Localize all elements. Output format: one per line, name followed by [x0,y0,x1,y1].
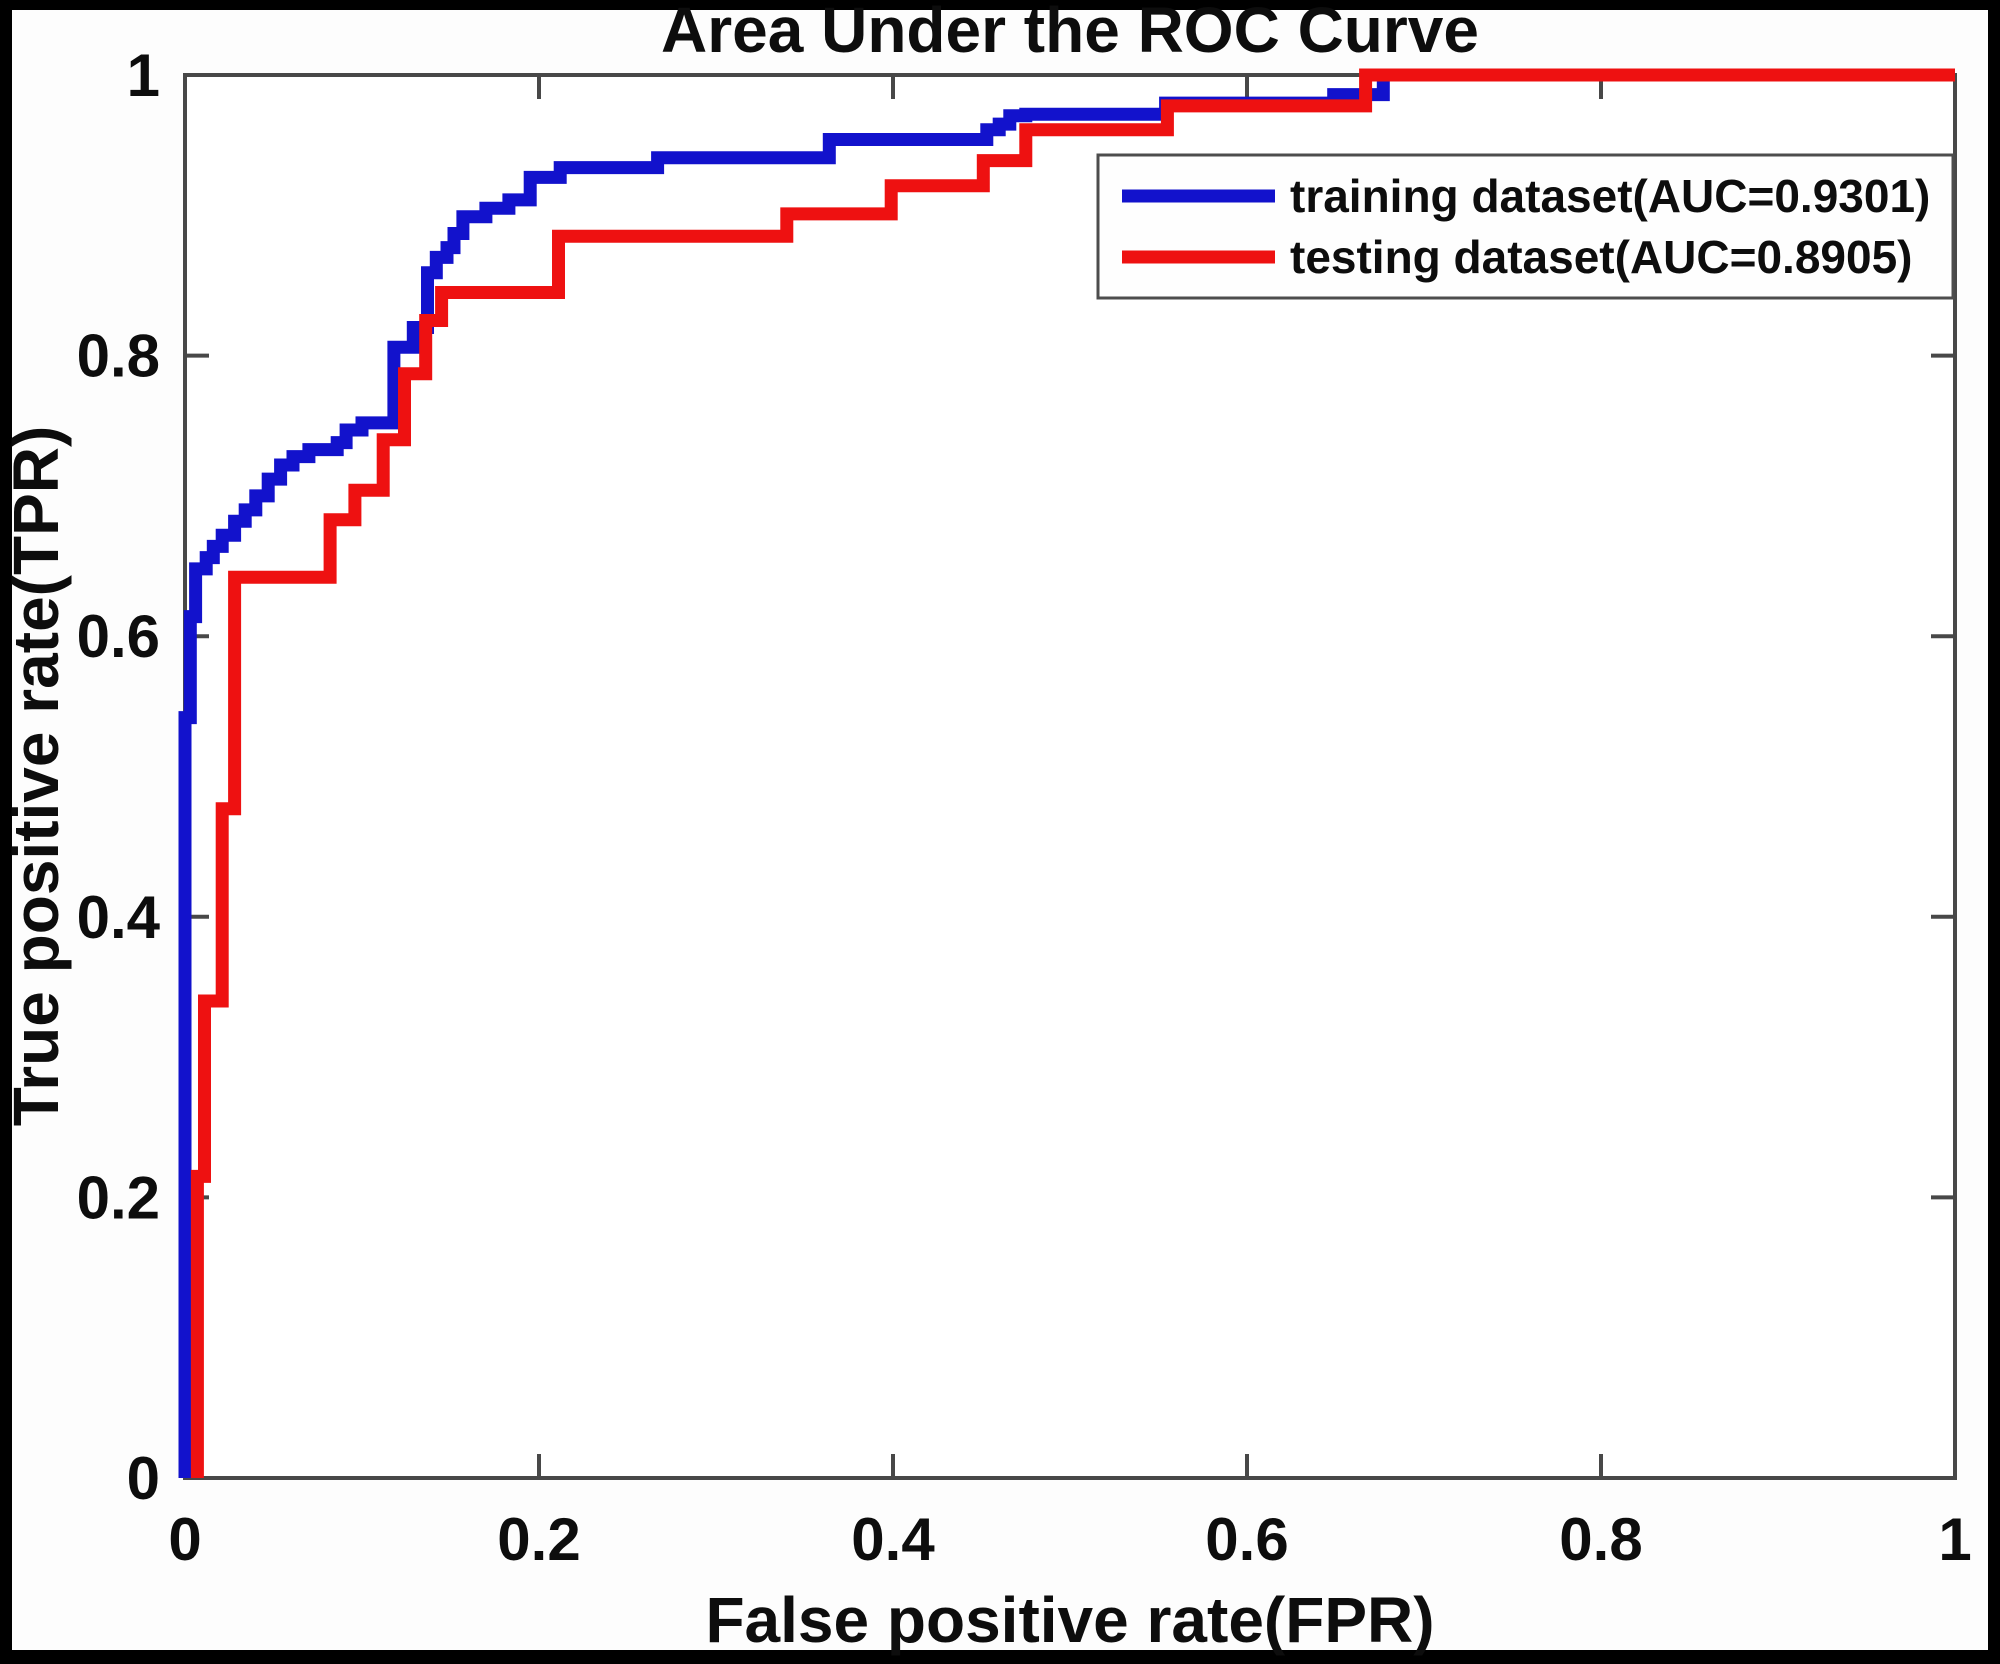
roc-curve-testing [190,68,1955,1478]
x-tick-label: 0.4 [851,1506,935,1573]
x-tick-label: 1 [1938,1506,1971,1573]
x-tick-label: 0.2 [497,1506,580,1573]
y-tick-label: 0.8 [77,323,160,390]
x-tick-label: 0.6 [1205,1506,1288,1573]
chart-title: Area Under the ROC Curve [661,0,1479,66]
roc-curves [178,68,1955,1478]
legend-label-testing: testing dataset(AUC=0.8905) [1290,231,1912,283]
legend-label-training: training dataset(AUC=0.9301) [1290,170,1930,222]
axis-tick-labels: 0 0.2 0.4 0.6 0.8 1 0 0.2 0.4 0.6 0.8 1 [77,42,1972,1573]
x-tick-label: 0 [168,1506,201,1573]
y-tick-label: 1 [127,42,160,109]
y-tick-label: 0.6 [77,603,160,670]
y-tick-label: 0.4 [77,884,161,951]
y-axis-label: True positive rate(TPR) [0,426,72,1127]
x-axis-label: False positive rate(FPR) [705,1584,1434,1656]
y-tick-label: 0.2 [77,1164,160,1231]
x-tick-label: 0.8 [1559,1506,1642,1573]
plot-box [183,73,1957,1480]
legend: training dataset(AUC=0.9301) testing dat… [1096,153,1955,300]
legend-box [1096,153,1955,300]
y-tick-label: 0 [127,1445,160,1512]
